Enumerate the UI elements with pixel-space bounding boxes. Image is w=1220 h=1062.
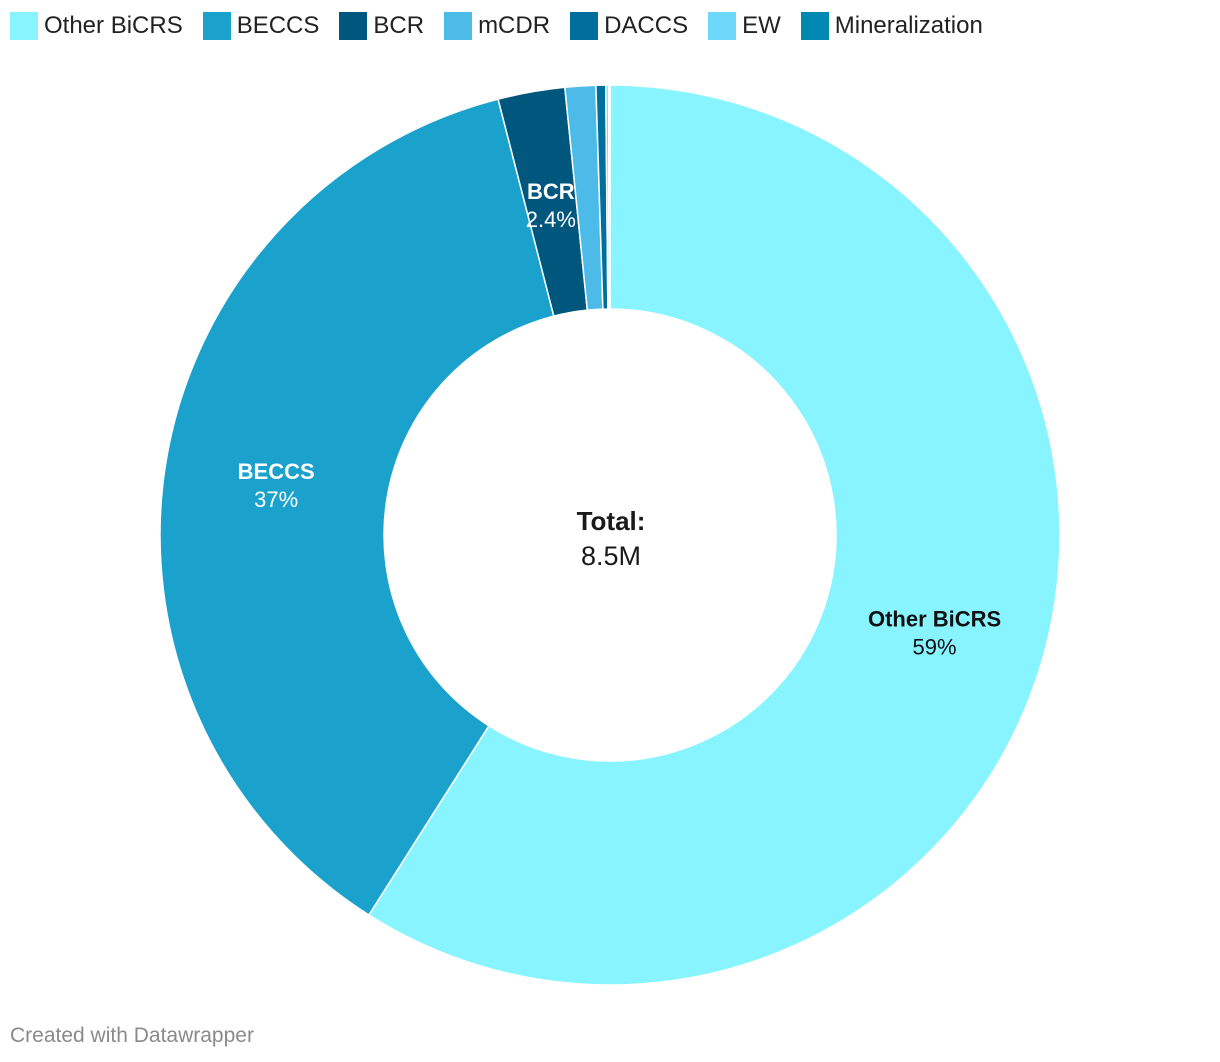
legend-item-daccs: DACCS [570, 12, 688, 40]
legend-item-mineralization: Mineralization [800, 12, 983, 40]
legend-swatch [708, 12, 737, 40]
slice-label-beccs: BECCS [238, 459, 315, 484]
slice-value-bcr: 2.4% [526, 207, 576, 232]
legend-swatch [570, 12, 599, 40]
slice-beccs [159, 98, 555, 916]
legend-label: BECCS [236, 12, 320, 39]
slice-label-bcr: BCR [527, 179, 575, 204]
legend-swatch [444, 12, 473, 40]
legend-label: Other BiCRS [44, 12, 183, 39]
legend-item-mcdr: mCDR [444, 12, 550, 40]
legend-label: Mineralization [834, 12, 983, 39]
legend-label: EW [742, 12, 781, 39]
donut-slices [159, 84, 1061, 986]
legend-item-other-bicrs: Other BiCRS [10, 12, 183, 40]
slice-other-bicrs [367, 84, 1061, 986]
chart-legend: Other BiCRS BECCS BCR mCDR DACCS EW Mineraliza… [10, 12, 1003, 40]
center-title: Total: [577, 506, 646, 536]
slice-labels: Other BiCRS 59% BECCS 37% BCR 2.4% [238, 179, 1002, 659]
slice-value-beccs: 37% [254, 487, 298, 512]
slice-label-other-bicrs: Other BiCRS [868, 606, 1001, 631]
legend-swatch [10, 12, 38, 40]
legend-label: BCR [373, 12, 425, 39]
slice-mineralization [607, 84, 611, 310]
datawrapper-credit[interactable]: Created with Datawrapper [10, 1024, 254, 1047]
legend-swatch [339, 12, 368, 40]
legend-item-bcr: BCR [339, 12, 424, 40]
legend-swatch [202, 12, 231, 40]
legend-item-beccs: BECCS [202, 12, 320, 40]
slice-value-other-bicrs: 59% [913, 634, 957, 659]
legend-label: mCDR [478, 12, 551, 39]
legend-label: DACCS [604, 12, 689, 39]
legend-item-ew: EW [708, 12, 781, 40]
center-total-value: 8.5M [581, 541, 641, 571]
legend-swatch [800, 12, 829, 40]
